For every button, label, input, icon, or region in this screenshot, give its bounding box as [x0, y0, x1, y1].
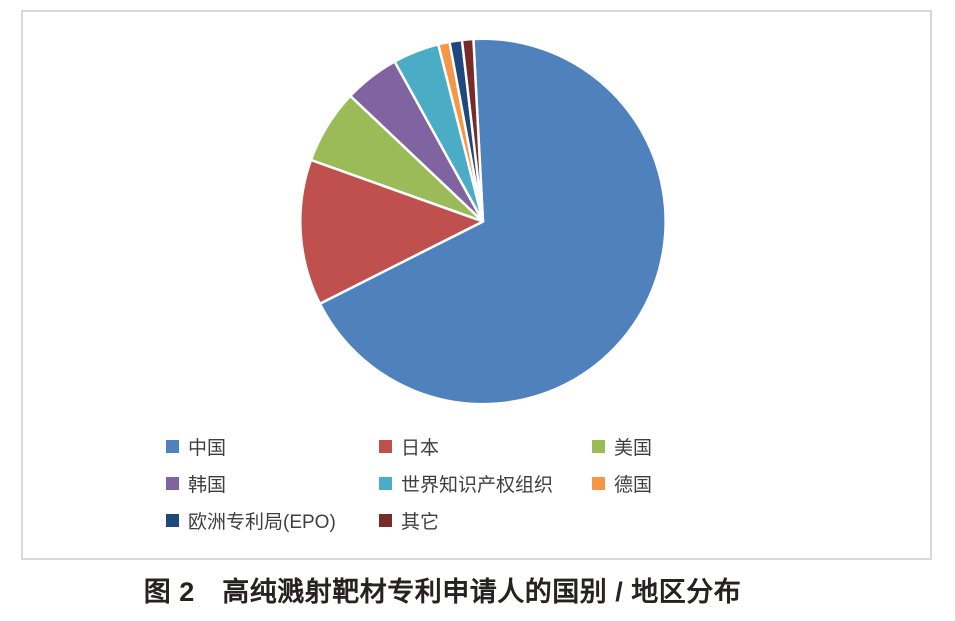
legend-label: 其它	[401, 512, 440, 533]
legend-item-5: 德国	[592, 465, 805, 502]
chart-area: 中国 日本 美国韩国 世界知识产权组织 德国欧洲专利局(EPO) 其它	[21, 10, 932, 560]
legend-item-1: 日本	[379, 428, 592, 465]
pie-slice-0	[318, 37, 667, 406]
legend: 中国 日本 美国韩国 世界知识产权组织 德国欧洲专利局(EPO) 其它	[166, 428, 805, 539]
figure-caption: 图 2 高纯溅射靶材专利申请人的国别 / 地区分布	[143, 577, 742, 607]
legend-label: 欧洲专利局(EPO)	[188, 512, 336, 533]
legend-item-0: 中国	[166, 428, 379, 465]
legend-swatch-icon	[166, 440, 179, 453]
legend-label: 美国	[614, 438, 653, 459]
legend-item-3: 韩国	[166, 465, 379, 502]
pie-slice-1	[299, 158, 485, 305]
legend-swatch-icon	[379, 477, 392, 490]
legend-swatch-icon	[592, 440, 605, 453]
legend-swatch-icon	[379, 440, 392, 453]
legend-swatch-icon	[166, 477, 179, 490]
legend-swatch-icon	[379, 514, 392, 527]
legend-label: 日本	[401, 438, 440, 459]
pie-chart	[299, 37, 667, 406]
legend-item-4: 世界知识产权组织	[379, 465, 592, 502]
legend-label: 中国	[188, 438, 227, 459]
legend-swatch-icon	[166, 514, 179, 527]
legend-label: 德国	[614, 475, 653, 496]
legend-swatch-icon	[592, 477, 605, 490]
legend-item-2: 美国	[592, 428, 805, 465]
pie-slice-7	[460, 37, 485, 223]
legend-label: 世界知识产权组织	[401, 475, 554, 496]
legend-item-6: 欧洲专利局(EPO)	[166, 502, 379, 539]
legend-label: 韩国	[188, 475, 227, 496]
legend-item-7: 其它	[379, 502, 592, 539]
